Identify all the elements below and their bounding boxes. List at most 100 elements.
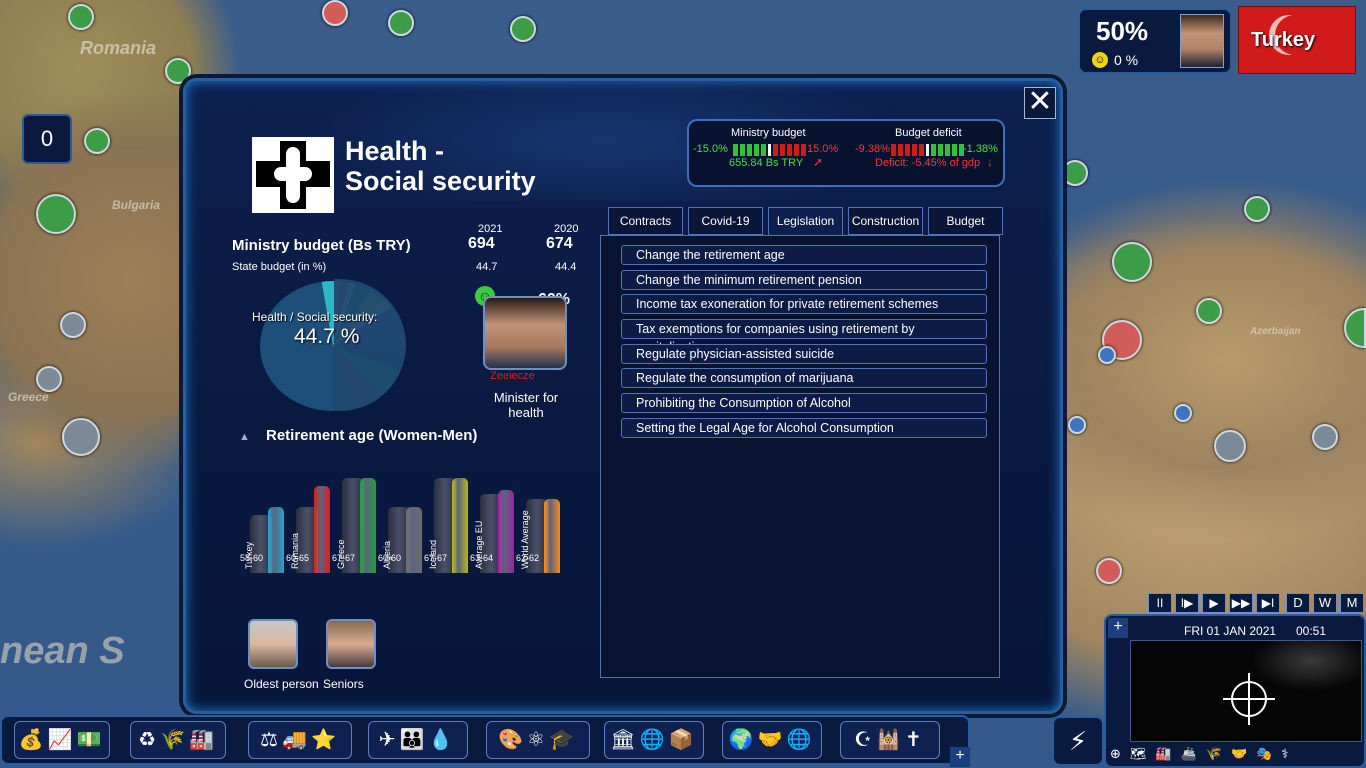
map-label-bulgaria: Bulgaria (112, 198, 161, 212)
deficit-min: -9.38% (855, 143, 890, 155)
city-marker[interactable] (510, 16, 536, 42)
bar-tick-label: 63-64 (470, 553, 494, 563)
law-item-alcohol-ban[interactable]: Prohibiting the Consumption of Alcohol (621, 393, 987, 413)
bar-women-1 (296, 507, 318, 573)
tab-budget[interactable]: Budget (928, 207, 1003, 235)
ministries-toolbar: 💰📈💵 ♻🌾🏭 ⚖🚚⭐ ✈👪💧 🎨⚛🎓 🏛🌐📦 🌍🤝🌐 ☪🕍✝ + (0, 715, 970, 767)
foreign-affairs-button[interactable]: 🌍🤝🌐 (722, 721, 822, 759)
group-oldest-person-label: Oldest person (244, 677, 319, 691)
city-marker[interactable] (1112, 242, 1152, 282)
ministry-budget-gauge[interactable] (733, 141, 808, 159)
city-marker[interactable] (1062, 160, 1088, 186)
city-marker[interactable] (322, 0, 348, 26)
justice-defense-ministries-button[interactable]: ⚖🚚⭐ (248, 721, 352, 759)
add-button[interactable]: + (950, 747, 970, 767)
city-marker[interactable] (1098, 346, 1116, 364)
bar-tick-label: 67-67 (424, 553, 448, 563)
group-oldest-person[interactable] (248, 619, 298, 669)
bar-women-3 (388, 507, 410, 573)
city-marker[interactable] (1344, 308, 1366, 348)
bar-women-4 (434, 477, 456, 573)
pie-caption: Health / Social security: (252, 310, 378, 324)
finance-ministries-button[interactable]: 💰📈💵 (14, 721, 110, 759)
law-item-marijuana[interactable]: Regulate the consumption of marijuana (621, 368, 987, 388)
bar-tick-label: 58-60 (240, 553, 264, 563)
city-marker[interactable] (36, 194, 76, 234)
transport-social-ministries-button[interactable]: ✈👪💧 (368, 721, 468, 759)
law-item-tax-exemption[interactable]: Tax exemptions for companies using retir… (621, 319, 987, 354)
ministry-budget-label: Ministry budget (731, 127, 806, 139)
law-item-income-tax[interactable]: Income tax exoneration for private retir… (621, 294, 987, 314)
law-item-retirement-age[interactable]: Change the retirement age (621, 245, 987, 265)
minimap[interactable] (1130, 640, 1362, 742)
tab-contracts[interactable]: Contracts (608, 207, 683, 235)
country-flag-turkey[interactable]: Turkey (1238, 6, 1356, 74)
health-ministry-logo (252, 137, 334, 213)
bar-men-1 (314, 486, 330, 573)
city-marker[interactable] (1102, 320, 1142, 360)
ministry-budget-min: -15.0% (693, 143, 728, 155)
pause-button[interactable]: II (1148, 593, 1172, 613)
approval-hud[interactable]: 50% ☺ 0 % (1078, 8, 1232, 74)
tab-covid[interactable]: Covid-19 (688, 207, 763, 235)
approval-value: 50% (1096, 16, 1149, 46)
minister-portrait[interactable] (483, 296, 567, 370)
tab-legislation[interactable]: Legislation (768, 207, 843, 237)
city-marker[interactable] (1312, 424, 1338, 450)
collapse-arrow-icon[interactable]: ▲ (239, 431, 250, 443)
religion-button[interactable]: ☪🕍✝ (840, 721, 940, 759)
retirement-tick-labels: 58-60 60-65 67-67 60-60 67-67 63-64 62-62 (234, 553, 574, 569)
law-item-assisted-suicide[interactable]: Regulate physician-assisted suicide (621, 344, 987, 364)
title-line-1: Health - (345, 136, 445, 166)
city-marker[interactable] (36, 366, 62, 392)
city-marker[interactable] (1244, 196, 1270, 222)
country-name: Turkey (1251, 29, 1316, 51)
month-button[interactable]: M (1340, 593, 1364, 613)
fast-button[interactable]: ▶▶ (1229, 593, 1253, 613)
fastest-button[interactable]: ▶I (1256, 593, 1280, 613)
city-marker[interactable] (1096, 558, 1122, 584)
tab-construction[interactable]: Construction (848, 207, 923, 235)
environment-ministries-button[interactable]: ♻🌾🏭 (130, 721, 226, 759)
day-button[interactable]: D (1286, 593, 1310, 613)
deficit-gauge[interactable] (891, 141, 966, 159)
city-marker[interactable] (165, 58, 191, 84)
city-marker[interactable] (1174, 404, 1192, 422)
bar-tick-label: 62-62 (516, 553, 540, 563)
city-marker[interactable] (62, 418, 100, 456)
minimap-layer-buttons[interactable]: ⊕🗺🏭🚢🌾🤝🎭⚕ (1110, 746, 1298, 761)
city-marker[interactable] (60, 312, 86, 338)
culture-education-ministries-button[interactable]: 🎨⚛🎓 (486, 721, 590, 759)
leader-portrait[interactable] (1180, 14, 1224, 68)
city-marker[interactable] (68, 4, 94, 30)
special-action-button[interactable]: ⚡ (1052, 716, 1104, 766)
year-2021-label: 2021 (478, 223, 503, 235)
bar-tick-label: 60-60 (378, 553, 402, 563)
city-marker[interactable] (84, 128, 110, 154)
budget-summary-box[interactable]: Ministry budget -15.0% 15.0% 655.84 Bs T… (687, 119, 1005, 187)
deficit-label: Budget deficit (895, 127, 962, 139)
bar-men-3 (406, 507, 422, 573)
deficit-max: -1.38% (963, 143, 998, 155)
group-seniors[interactable] (326, 619, 376, 669)
city-marker[interactable] (388, 10, 414, 36)
ministry-budget-heading: Ministry budget (Bs TRY) (232, 237, 411, 254)
city-marker[interactable] (1068, 416, 1086, 434)
zoom-in-button[interactable]: + (1108, 618, 1128, 638)
ministry-panel: ✕ Health - Social security Ministry budg… (183, 78, 1063, 714)
law-item-alcohol-age[interactable]: Setting the Legal Age for Alcohol Consum… (621, 418, 987, 438)
step-button[interactable]: I▶ (1175, 593, 1199, 613)
law-item-minimum-pension[interactable]: Change the minimum retirement pension (621, 270, 987, 290)
happiness-value: 0 % (1114, 52, 1139, 68)
close-button[interactable]: ✕ (1024, 87, 1056, 119)
group-seniors-label: Seniors (323, 677, 364, 691)
week-button[interactable]: W (1313, 593, 1337, 613)
budget-2020-value: 674 (546, 235, 573, 252)
city-marker[interactable] (1196, 298, 1222, 324)
city-marker[interactable] (1214, 430, 1246, 462)
institutions-ministries-button[interactable]: 🏛🌐📦 (604, 721, 704, 759)
left-counter[interactable]: 0 (22, 114, 72, 164)
play-button[interactable]: ▶ (1202, 593, 1226, 613)
bar-women-5 (480, 494, 502, 573)
bar-women-0 (250, 515, 272, 573)
